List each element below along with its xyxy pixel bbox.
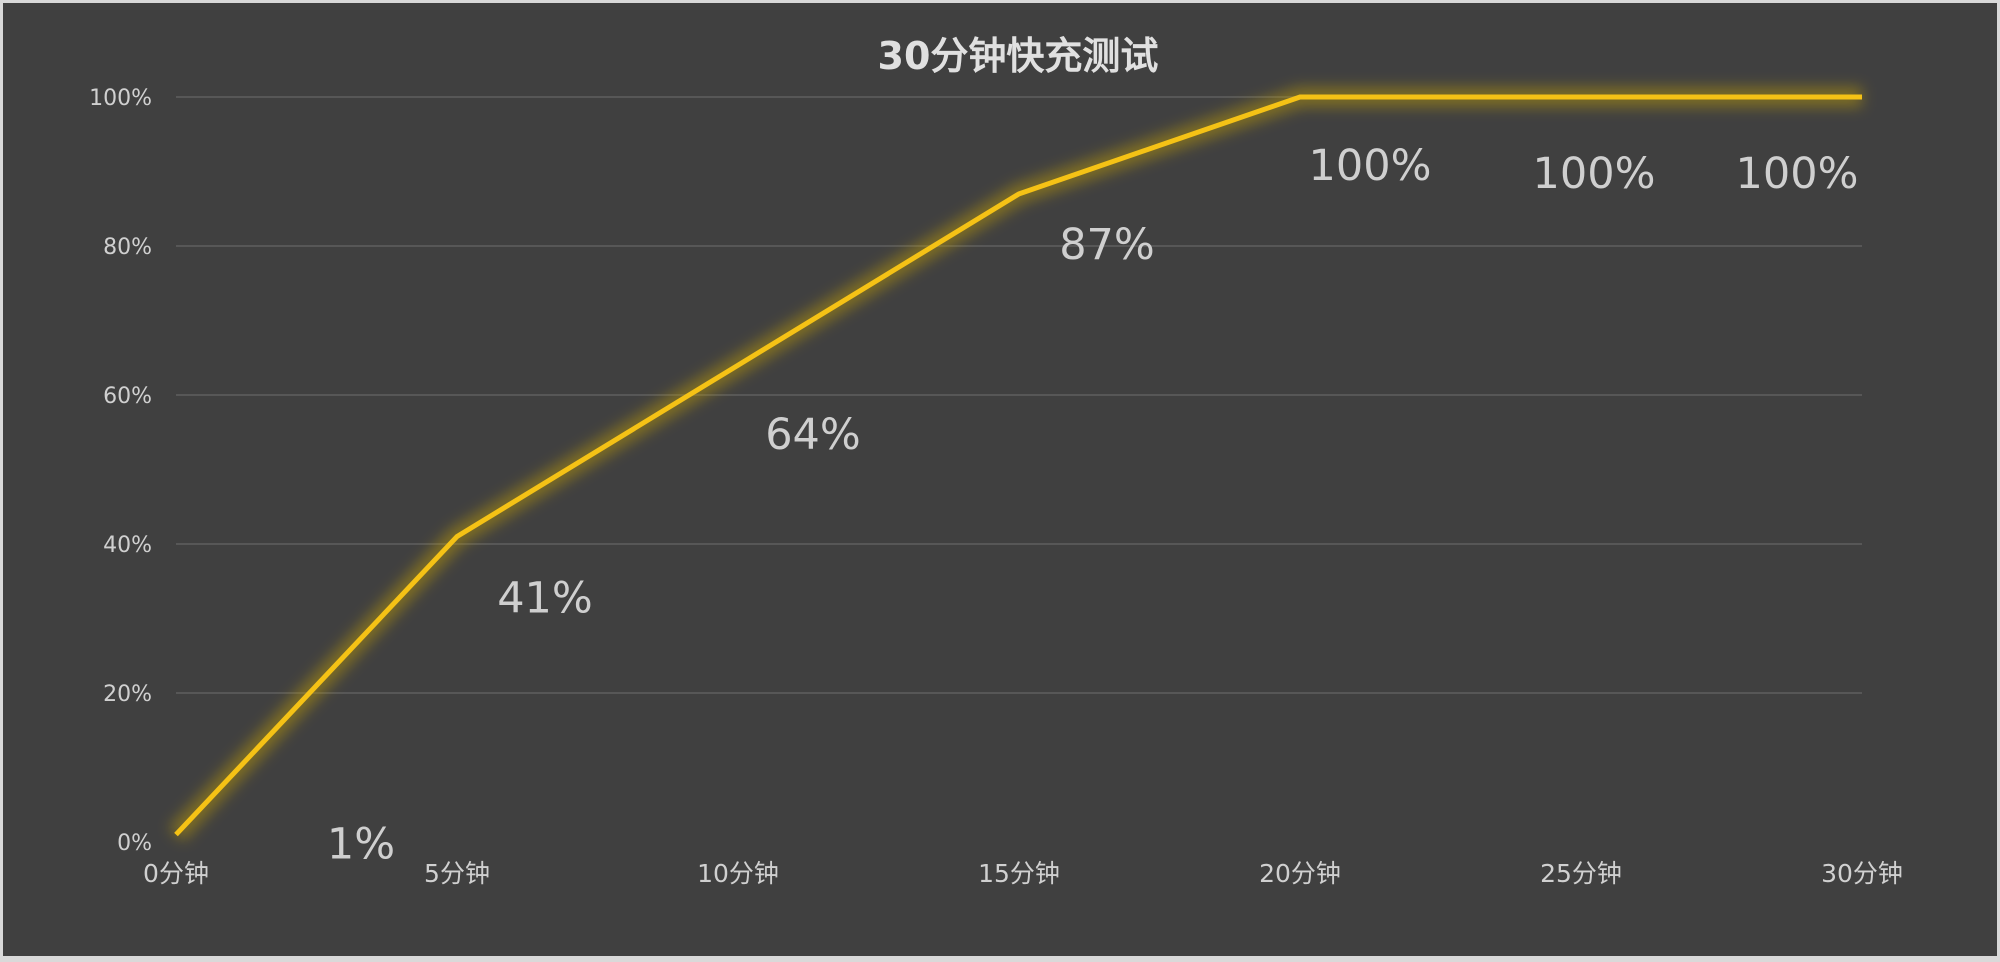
y-tick-label: 20% — [103, 682, 152, 707]
x-tick-label: 5分钟 — [424, 859, 490, 888]
data-label: 100% — [1736, 149, 1859, 199]
data-label: 64% — [765, 410, 861, 460]
y-tick-label: 60% — [103, 384, 152, 409]
y-tick-label: 0% — [117, 831, 152, 856]
line-chart: 30分钟快充测试 0% 20% 40% 60% 80% 100% 0分钟 5分钟 10分钟 15… — [3, 3, 2000, 962]
data-label: 41% — [497, 574, 593, 624]
y-tick-label: 40% — [103, 533, 152, 558]
x-tick-label: 30分钟 — [1821, 859, 1903, 888]
y-tick-label: 100% — [89, 86, 152, 111]
data-label: 87% — [1059, 220, 1155, 270]
x-tick-label: 0分钟 — [143, 859, 209, 888]
y-tick-label: 80% — [103, 235, 152, 260]
data-label: 100% — [1309, 141, 1432, 191]
chart-title: 30分钟快充测试 — [878, 34, 1159, 78]
x-tick-label: 25分钟 — [1540, 859, 1622, 888]
series-line-glow — [176, 97, 1862, 835]
x-tick-label: 15分钟 — [978, 859, 1060, 888]
x-tick-label: 10分钟 — [697, 859, 779, 888]
data-label: 100% — [1533, 149, 1656, 199]
data-label: 1% — [327, 820, 395, 870]
chart-area: 30分钟快充测试 0% 20% 40% 60% 80% 100% 0分钟 5分钟 10分钟 15… — [3, 3, 1997, 956]
series-line — [176, 97, 1862, 835]
x-tick-label: 20分钟 — [1259, 859, 1341, 888]
